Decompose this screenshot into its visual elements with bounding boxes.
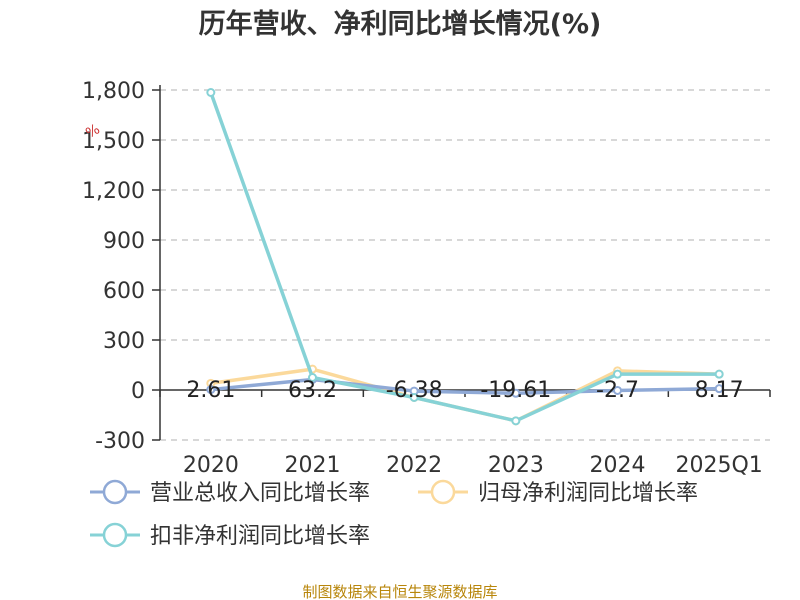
legend-label: 营业总收入同比增长率 (150, 481, 370, 506)
series-3-point (409, 393, 419, 402)
series-3-point (714, 369, 724, 379)
source-note: 制图数据来自恒生聚源数据库 (302, 583, 497, 600)
y-tick-label: 900 (103, 229, 145, 254)
series-1-point (206, 385, 216, 395)
series-1-point (511, 388, 521, 398)
x-tick-label: 2021 (285, 453, 341, 478)
series-1-point (613, 385, 622, 395)
y-tick-label: 1,200 (82, 179, 145, 204)
x-tick-label: 2020 (183, 453, 239, 478)
legend-label: 归母净利润同比增长率 (478, 481, 698, 506)
legend-swatch-marker (102, 522, 128, 548)
legend-swatch-marker (102, 479, 128, 505)
y-tick-label: -300 (95, 429, 145, 454)
x-tick-label: 2022 (386, 453, 442, 478)
series-line-3 (209, 91, 720, 423)
chart-title: 历年营收、净利同比增长情况(%) (199, 8, 602, 40)
data-label: -2.7 (596, 378, 639, 403)
series-3-point (613, 369, 622, 379)
y-tick-label: 1,500 (82, 129, 145, 154)
data-labels: 2.61 63.2 -6.38 -19.61 -2.7 8.17 (186, 378, 743, 403)
x-tick-label: 2024 (590, 453, 646, 478)
y-tick-label: 1,800 (82, 79, 145, 104)
data-label: 63.2 (288, 378, 337, 403)
series-3-point (206, 88, 216, 97)
series-line-1 (210, 377, 720, 396)
y-tick-label: 0 (131, 379, 145, 404)
series-1-point (714, 384, 724, 394)
x-tick-label: 2025Q1 (676, 453, 763, 478)
data-label: 8.17 (695, 378, 744, 403)
gridlines (160, 89, 770, 441)
series-layer (206, 88, 724, 426)
legend-swatch-marker (430, 479, 456, 505)
data-label: -6.38 (386, 378, 443, 403)
series-3-point (308, 373, 317, 382)
data-label: -19.61 (480, 378, 551, 403)
series-3-point (511, 416, 521, 426)
legend-label: 扣非净利润同比增长率 (150, 524, 370, 549)
y-tick-label: 300 (103, 329, 145, 354)
data-label: 2.61 (186, 378, 235, 403)
y-tick-label: 600 (103, 279, 145, 304)
x-tick-label: 2023 (488, 453, 544, 478)
